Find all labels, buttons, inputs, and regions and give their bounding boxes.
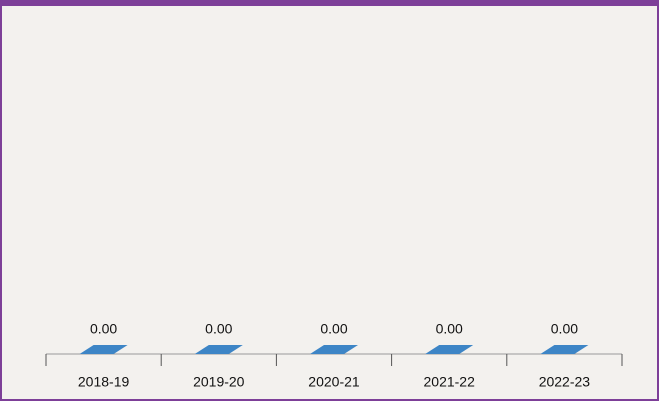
bar	[79, 345, 128, 354]
value-label: 0.00	[90, 321, 117, 337]
value-label: 0.00	[551, 321, 578, 337]
value-label: 0.00	[205, 321, 232, 337]
x-tick-label: 2018-19	[78, 374, 130, 390]
value-label: 0.00	[320, 321, 347, 337]
top-bar	[0, 0, 659, 6]
bar	[425, 345, 474, 354]
x-tick-label: 2020-21	[308, 374, 360, 390]
x-tick-label: 2021-22	[424, 374, 476, 390]
bar	[310, 345, 358, 354]
value-label: 0.00	[436, 321, 463, 337]
x-tick-label: 2022-23	[539, 374, 591, 390]
x-tick-label: 2019-20	[193, 374, 245, 390]
bar	[194, 345, 243, 354]
bar	[540, 345, 589, 354]
